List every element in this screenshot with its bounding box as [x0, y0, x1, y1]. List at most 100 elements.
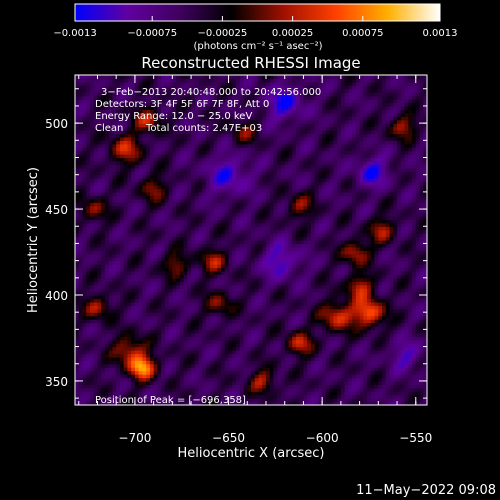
- heatmap-cell: [232, 295, 237, 300]
- heatmap-cell: [191, 295, 196, 300]
- heatmap-cell: [131, 229, 136, 234]
- heatmap-cell: [116, 387, 121, 392]
- heatmap-cell: [280, 264, 286, 269]
- heatmap-cell: [209, 284, 215, 289]
- heatmap-cell: [251, 343, 256, 348]
- heatmap-cell: [97, 236, 102, 241]
- heatmap-cell: [191, 384, 196, 389]
- heatmap-cell: [179, 222, 185, 227]
- heatmap-cell: [333, 305, 338, 310]
- heatmap-cell: [397, 367, 402, 372]
- heatmap-cell: [123, 353, 129, 358]
- heatmap-cell: [153, 367, 158, 372]
- heatmap-cell: [75, 226, 80, 231]
- heatmap-cell: [123, 380, 129, 385]
- heatmap-cell: [284, 291, 290, 296]
- heatmap-cell: [243, 253, 248, 258]
- heatmap-cell: [419, 380, 424, 385]
- heatmap-cell: [247, 284, 252, 289]
- heatmap-cell: [198, 229, 203, 234]
- heatmap-cell: [254, 387, 260, 392]
- heatmap-cell: [213, 243, 218, 248]
- heatmap-cell: [352, 277, 357, 282]
- heatmap-cell: [325, 233, 331, 238]
- heatmap-cell: [415, 401, 421, 405]
- heatmap-cell: [299, 336, 305, 341]
- heatmap-cell: [340, 229, 346, 234]
- heatmap-cell: [262, 243, 267, 248]
- heatmap-cell: [86, 384, 91, 389]
- heatmap-cell: [164, 319, 170, 324]
- heatmap-cell: [393, 301, 398, 306]
- heatmap-cell: [359, 284, 364, 289]
- heatmap-cell: [404, 384, 409, 389]
- heatmap-cell: [134, 253, 140, 258]
- heatmap-cell: [299, 301, 305, 306]
- heatmap-cell: [138, 267, 144, 272]
- heatmap-cell: [333, 253, 338, 258]
- heatmap-cell: [310, 253, 316, 258]
- heatmap-cell: [157, 374, 162, 379]
- heatmap-cell: [251, 332, 256, 337]
- heatmap-cell: [370, 229, 376, 234]
- heatmap-cell: [202, 398, 207, 403]
- heatmap-cell: [183, 277, 188, 282]
- heatmap-cell: [75, 267, 80, 272]
- heatmap-cell: [183, 394, 188, 399]
- heatmap-cell: [359, 315, 364, 320]
- heatmap-cell: [213, 350, 218, 355]
- heatmap-cell: [303, 367, 308, 372]
- heatmap-cell: [254, 257, 260, 262]
- heatmap-cell: [310, 295, 316, 300]
- heatmap-cell: [277, 270, 282, 275]
- heatmap-cell: [183, 384, 188, 389]
- heatmap-cell: [146, 270, 151, 275]
- heatmap-cell: [423, 315, 427, 320]
- heatmap-cell: [262, 325, 267, 330]
- heatmap-cell: [119, 298, 125, 303]
- heatmap-cell: [108, 226, 114, 231]
- heatmap-cell: [75, 274, 80, 279]
- heatmap-cell: [157, 260, 162, 265]
- heatmap-cell: [363, 274, 368, 279]
- heatmap-cell: [423, 343, 427, 348]
- heatmap-cell: [108, 298, 114, 303]
- heatmap-cell: [288, 270, 293, 275]
- heatmap-cell: [367, 301, 372, 306]
- heatmap-cell: [389, 322, 394, 327]
- heatmap-cell: [269, 246, 275, 251]
- heatmap-cell: [273, 284, 278, 289]
- heatmap-cell: [318, 226, 323, 231]
- heatmap-cell: [288, 356, 293, 361]
- heatmap-cell: [280, 277, 286, 282]
- heatmap-cell: [404, 329, 409, 334]
- heatmap-cell: [258, 356, 263, 361]
- heatmap-cell: [127, 246, 132, 251]
- heatmap-cell: [86, 336, 91, 341]
- heatmap-cell: [97, 329, 102, 334]
- heatmap-cell: [194, 305, 200, 310]
- heatmap-cell: [333, 336, 338, 341]
- heatmap-cell: [82, 329, 87, 334]
- heatmap-cell: [146, 394, 151, 399]
- heatmap-cell: [202, 281, 207, 286]
- heatmap-cell: [288, 260, 293, 265]
- heatmap-cell: [172, 288, 177, 293]
- heatmap-cell: [322, 288, 327, 293]
- heatmap-cell: [209, 380, 215, 385]
- heatmap-cell: [202, 319, 207, 324]
- heatmap-cell: [217, 401, 222, 405]
- heatmap-cell: [325, 222, 331, 227]
- heatmap-cell: [352, 267, 357, 272]
- heatmap-cell: [179, 257, 185, 262]
- heatmap-cell: [397, 291, 402, 296]
- heatmap-cell: [243, 339, 248, 344]
- heatmap-cell: [337, 401, 342, 405]
- heatmap-cell: [232, 394, 237, 399]
- heatmap-cell: [198, 315, 203, 320]
- heatmap-cell: [127, 398, 132, 403]
- heatmap-cell: [303, 240, 308, 245]
- heatmap-cell: [213, 233, 218, 238]
- heatmap-cell: [258, 319, 263, 324]
- heatmap-cell: [86, 274, 91, 279]
